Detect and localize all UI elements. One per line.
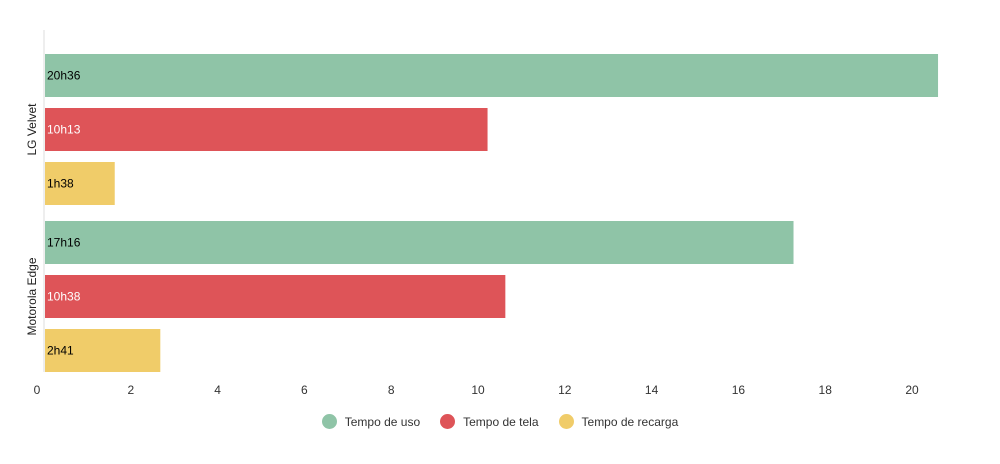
x-tick-label: 18 [819,383,833,397]
x-axis-ticks: 0 2 4 6 8 10 12 14 16 18 20 [34,383,919,397]
legend-label-recarga: Tempo de recarga [581,414,679,429]
legend-item-uso[interactable]: Tempo de uso [321,414,421,429]
x-tick-label: 12 [558,383,572,397]
category-label-lg-velvet: LG Velvet [25,103,39,156]
x-tick-label: 14 [645,383,659,397]
x-tick-label: 10 [471,383,485,397]
category-label-motorola-edge: Motorola Edge [25,257,39,335]
x-tick-label: 4 [214,383,221,397]
x-tick-label: 0 [34,383,41,397]
bar-motorola-edge-2[interactable] [45,329,161,372]
data-label: 2h41 [47,344,74,358]
x-tick-label: 6 [301,383,308,397]
legend-swatch-uso [321,414,337,429]
data-label: 17h16 [47,236,81,250]
bar-lg-velvet-0[interactable] [45,54,939,97]
bar-chart: 20h36 10h13 1h38 17h16 10h38 2h41 LG Velvet Mo… [25,30,939,397]
x-tick-label: 16 [732,383,746,397]
data-label: 10h13 [47,123,81,137]
bar-motorola-edge-1[interactable] [45,275,506,318]
x-tick-label: 20 [905,383,919,397]
legend: Tempo de uso Tempo de tela Tempo de reca… [0,414,1000,429]
legend-swatch-tela [440,414,456,429]
legend-item-tela[interactable]: Tempo de tela [440,414,539,429]
x-tick-label: 8 [388,383,395,397]
category-labels: LG Velvet Motorola Edge [25,103,39,336]
legend-label-tela: Tempo de tela [463,414,539,429]
legend-label-uso: Tempo de uso [344,414,421,429]
data-label: 1h38 [47,177,74,191]
data-label: 10h38 [47,290,81,304]
bar-lg-velvet-1[interactable] [45,108,488,151]
x-tick-label: 2 [127,383,134,397]
bars-group: 20h36 10h13 1h38 17h16 10h38 2h41 [45,54,939,372]
bar-lg-velvet-2[interactable] [45,162,115,205]
legend-item-recarga[interactable]: Tempo de recarga [558,414,679,429]
bar-motorola-edge-0[interactable] [45,221,794,264]
data-label: 20h36 [47,69,81,83]
legend-swatch-recarga [558,414,574,429]
